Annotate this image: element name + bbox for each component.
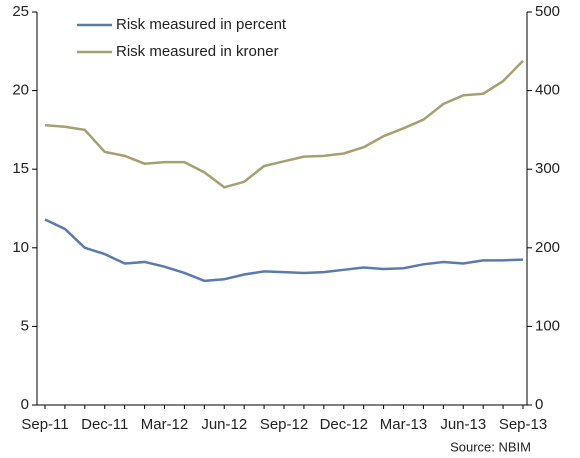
series-line [44,218,524,283]
y-tick-label: 15 [12,160,29,177]
y-tick-label: 25 [12,3,29,20]
x-tick-label: Mar-13 [380,416,428,433]
y2-tick-label: 100 [535,317,560,334]
y2-tick-label: 0 [535,396,543,413]
y2-tick-label: 300 [535,160,560,177]
series-line [44,59,524,189]
legend-label: Risk measured in percent [116,16,287,33]
source: Source: NBIM [450,439,531,454]
x-tick-label: Sep-13 [499,416,547,433]
y2-tick-label: 500 [535,3,560,20]
x-tick-label: Jun-13 [440,416,486,433]
x-tick-label: Jun-12 [201,416,247,433]
y2-tick-label: 400 [535,82,560,99]
x-tick-label: Mar-12 [141,416,189,433]
y2-tick-label: 200 [535,239,560,256]
x-tick-label: Dec-12 [320,416,368,433]
y-tick-label: 0 [21,396,29,413]
y-tick-label: 5 [21,317,29,334]
x-tick-label: Sep-12 [260,416,308,433]
y-tick-label: 10 [12,239,29,256]
x-tick-label: Sep-11 [21,416,68,433]
y-tick-label: 20 [12,82,29,99]
legend-label: Risk measured in kroner [116,43,279,60]
x-tick-label: Dec-11 [81,416,128,433]
